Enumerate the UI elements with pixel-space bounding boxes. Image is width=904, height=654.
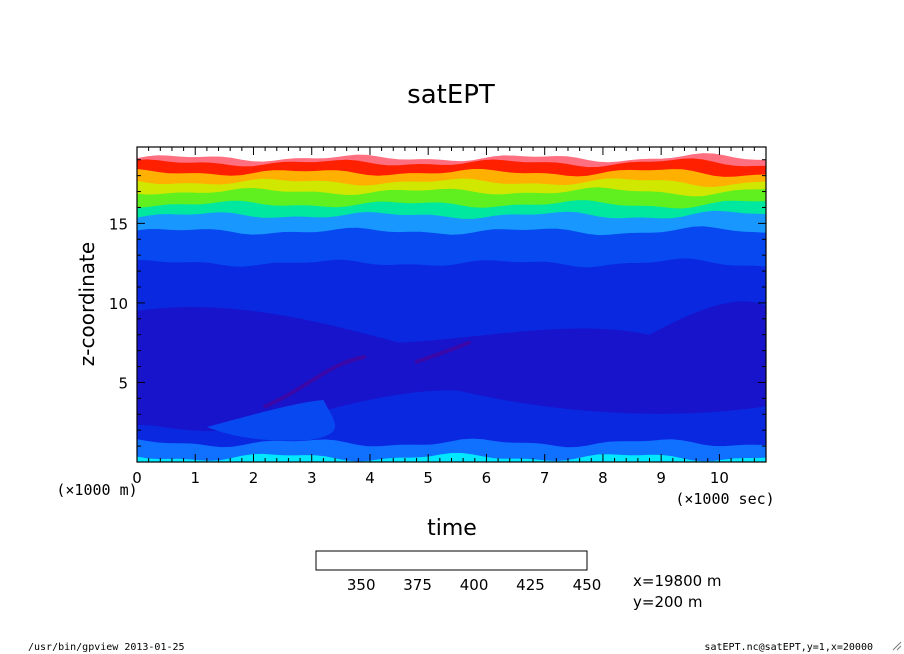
min-value-streak — [414, 340, 471, 364]
x-tick-label: 6 — [482, 469, 492, 487]
footer-left: /usr/bin/gpview 2013-01-25 — [28, 642, 185, 653]
info-x: x=19800 m — [633, 572, 722, 590]
colorbar: 350 375 400 425 450 — [315, 550, 602, 594]
footer-right: satEPT.nc@satEPT,y=1,x=20000 — [704, 642, 873, 653]
x-tick-label: 5 — [423, 469, 433, 487]
colorbar-tick-label: 400 — [460, 576, 489, 594]
x-tick-label: 0 — [132, 469, 142, 487]
y-tick-label: 15 — [109, 215, 128, 233]
colorbar-frame — [315, 550, 588, 571]
surface-tongue — [206, 399, 336, 441]
chart-title: satEPT — [407, 80, 495, 110]
x-tick-label: 9 — [656, 469, 666, 487]
y-tick-label: 5 — [118, 374, 128, 392]
x-tick-label: 4 — [365, 469, 375, 487]
x-tick-label: 3 — [307, 469, 317, 487]
resize-grip-icon[interactable] — [892, 641, 902, 651]
x-tick-label: 2 — [249, 469, 259, 487]
x-tick-label: 8 — [598, 469, 608, 487]
y-tick-label: 10 — [109, 295, 128, 313]
info-y: y=200 m — [633, 593, 702, 611]
contour-band — [137, 453, 766, 462]
y-axis-label: z-coordinate — [75, 242, 99, 366]
y-axis-unit-note: (×1000 m) — [56, 481, 137, 499]
plot-area — [137, 147, 766, 462]
colorbar-tick-label: 425 — [516, 576, 545, 594]
x-axis-unit-note: (×1000 sec) — [675, 490, 774, 508]
low-value-region — [137, 301, 766, 432]
colorbar-tick-label: 350 — [347, 576, 376, 594]
colorbar-tick-label: 450 — [573, 576, 602, 594]
colorbar-tick-label: 375 — [403, 576, 432, 594]
x-tick-label: 7 — [540, 469, 550, 487]
x-tick-label: 1 — [190, 469, 200, 487]
x-tick-label: 10 — [710, 469, 729, 487]
min-value-streak — [263, 355, 367, 409]
axis-ticks: 0 1 2 3 4 5 6 7 8 9 10 5 10 15 — [109, 147, 767, 487]
x-axis-label: time — [427, 516, 477, 541]
